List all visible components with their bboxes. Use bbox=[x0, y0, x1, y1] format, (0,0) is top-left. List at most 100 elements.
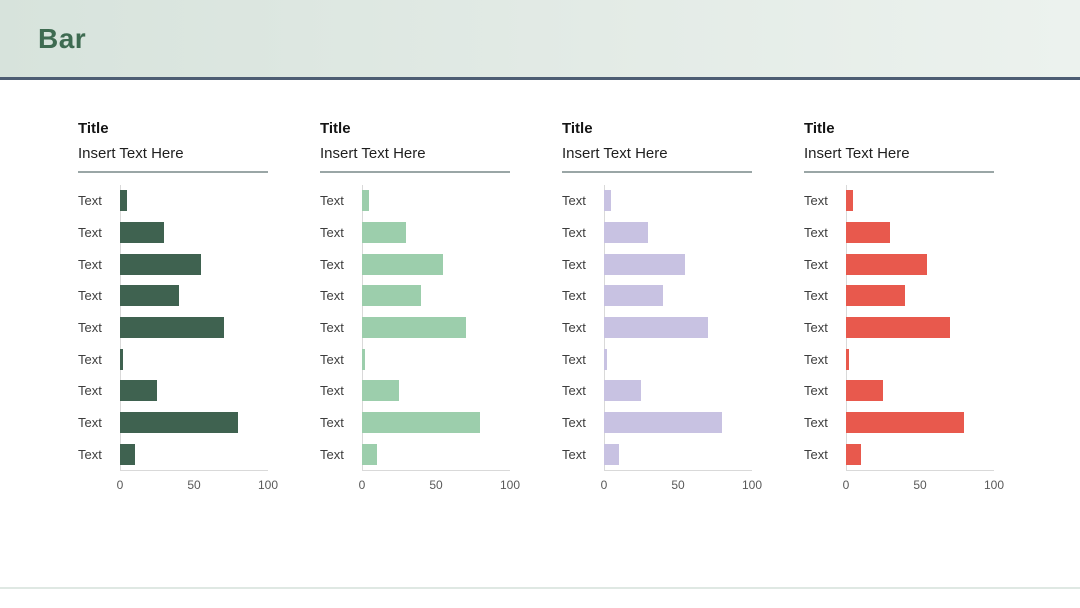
bar-track bbox=[362, 375, 510, 407]
category-label: Text bbox=[78, 351, 102, 367]
x-axis: 0 50 100 bbox=[116, 475, 278, 495]
category-label: Text bbox=[320, 351, 344, 367]
category-label: Text bbox=[562, 225, 586, 241]
slide-header: Bar bbox=[0, 0, 1080, 80]
category-label: Text bbox=[804, 256, 828, 272]
chart-title: Title bbox=[320, 120, 351, 137]
bar-track bbox=[846, 312, 994, 344]
bar-track bbox=[120, 439, 268, 471]
bar-track bbox=[846, 280, 994, 312]
bar-track bbox=[362, 185, 510, 217]
chart-rows: Text Text Text Text Text Text Text Text Text bbox=[804, 185, 994, 472]
chart-row: Text bbox=[804, 217, 994, 249]
chart-row: Text bbox=[804, 312, 994, 344]
bar-track bbox=[604, 375, 752, 407]
bar bbox=[362, 443, 377, 465]
bar-track bbox=[120, 217, 268, 249]
chart-card: Title Insert Text Here Text Text Text Text T… bbox=[804, 119, 1004, 495]
category-label: Text bbox=[78, 320, 102, 336]
category-label: Text bbox=[320, 256, 344, 272]
bar-track bbox=[120, 185, 268, 217]
bar bbox=[604, 317, 708, 339]
x-axis-tick: 0 bbox=[116, 478, 124, 493]
category-label: Text bbox=[804, 351, 828, 367]
chart-title-underline bbox=[320, 171, 510, 173]
x-axis-tick: 100 bbox=[983, 478, 1005, 493]
chart-row: Text bbox=[562, 185, 752, 217]
bar-track bbox=[846, 375, 994, 407]
category-label: Text bbox=[804, 193, 828, 209]
bar bbox=[120, 190, 128, 212]
category-label: Text bbox=[78, 383, 102, 399]
bar-track bbox=[604, 312, 752, 344]
chart-row: Text bbox=[804, 375, 994, 407]
bar bbox=[120, 285, 180, 307]
chart-row: Text bbox=[78, 312, 268, 344]
chart-row: Text bbox=[562, 280, 752, 312]
chart-row: Text bbox=[320, 312, 510, 344]
bar bbox=[846, 317, 950, 339]
category-label: Text bbox=[320, 415, 344, 431]
bar bbox=[604, 190, 612, 212]
category-label: Text bbox=[804, 288, 828, 304]
chart-title-underline bbox=[804, 171, 994, 173]
bar-track bbox=[846, 439, 994, 471]
bar-track bbox=[120, 312, 268, 344]
chart-title-underline bbox=[78, 171, 268, 173]
x-axis-tick: 100 bbox=[499, 478, 521, 493]
chart-row: Text bbox=[78, 217, 268, 249]
bar-track bbox=[846, 185, 994, 217]
bar bbox=[604, 348, 607, 370]
chart-title: Title bbox=[562, 120, 593, 137]
x-axis-tick: 50 bbox=[429, 478, 443, 493]
category-label: Text bbox=[804, 320, 828, 336]
chart-subtitle: Insert Text Here bbox=[78, 145, 184, 162]
chart-row: Text bbox=[320, 217, 510, 249]
x-axis: 0 50 100 bbox=[600, 475, 762, 495]
footer-divider bbox=[0, 587, 1080, 589]
bar-track bbox=[604, 280, 752, 312]
chart-title-underline bbox=[562, 171, 752, 173]
bar-track bbox=[846, 217, 994, 249]
bar-track bbox=[120, 375, 268, 407]
chart-row: Text bbox=[562, 439, 752, 471]
page-title: Bar bbox=[38, 22, 87, 54]
category-label: Text bbox=[78, 446, 102, 462]
bar bbox=[846, 222, 891, 244]
bar bbox=[362, 253, 444, 275]
bar bbox=[604, 285, 664, 307]
chart-subtitle: Insert Text Here bbox=[804, 145, 910, 162]
bar bbox=[604, 222, 649, 244]
chart-card: Title Insert Text Here Text Text Text Text T… bbox=[320, 119, 520, 495]
x-axis-tick: 50 bbox=[187, 478, 201, 493]
bar bbox=[362, 317, 466, 339]
chart-row: Text bbox=[320, 343, 510, 375]
category-label: Text bbox=[78, 288, 102, 304]
category-label: Text bbox=[562, 320, 586, 336]
chart-row: Text bbox=[78, 407, 268, 439]
chart-row: Text bbox=[320, 439, 510, 471]
chart-row: Text bbox=[78, 375, 268, 407]
chart-row: Text bbox=[562, 312, 752, 344]
chart-row: Text bbox=[78, 280, 268, 312]
bar bbox=[362, 412, 481, 434]
x-axis: 0 50 100 bbox=[359, 475, 520, 495]
category-label: Text bbox=[562, 288, 586, 304]
bar bbox=[120, 412, 239, 434]
bar bbox=[120, 380, 157, 402]
bar bbox=[846, 380, 883, 402]
chart-subtitle: Insert Text Here bbox=[562, 145, 668, 162]
chart-rows: Text Text Text Text Text Text Text Text Text bbox=[562, 185, 752, 472]
bar bbox=[362, 222, 407, 244]
bar bbox=[362, 348, 365, 370]
category-label: Text bbox=[562, 193, 586, 209]
x-axis-tick: 50 bbox=[671, 478, 685, 493]
chart-subtitle: Insert Text Here bbox=[320, 145, 426, 162]
chart-row: Text bbox=[78, 185, 268, 217]
chart-row: Text bbox=[320, 280, 510, 312]
bar bbox=[120, 317, 224, 339]
bar-track bbox=[120, 248, 268, 280]
x-axis-tick: 0 bbox=[600, 478, 608, 493]
chart-row: Text bbox=[562, 343, 752, 375]
